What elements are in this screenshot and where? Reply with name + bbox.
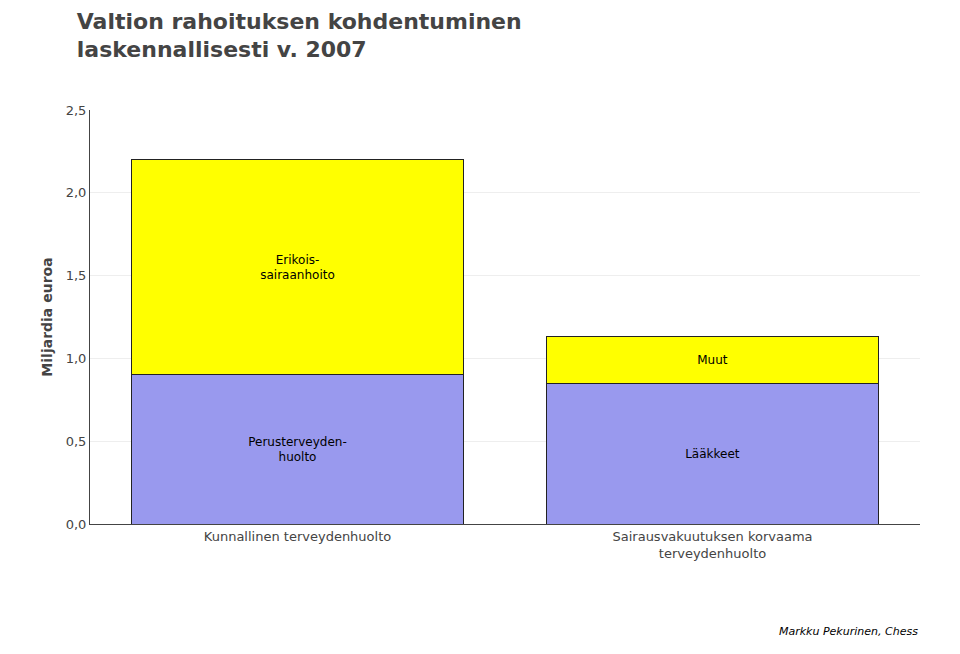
- svg-text:Muut: Muut: [697, 353, 728, 367]
- svg-text:1,5: 1,5: [66, 268, 87, 283]
- svg-text:Lääkkeet: Lääkkeet: [685, 447, 740, 461]
- svg-text:2,5: 2,5: [66, 103, 87, 118]
- svg-text:Miljardia euroa: Miljardia euroa: [39, 257, 55, 376]
- svg-text:0,0: 0,0: [66, 517, 87, 532]
- svg-text:Sairausvakuutuksen korvaamater: Sairausvakuutuksen korvaamaterveydenhuol…: [612, 529, 812, 561]
- svg-text:2,0: 2,0: [66, 185, 87, 200]
- svg-text:Erikois-sairaanhoito: Erikois-sairaanhoito: [260, 253, 335, 283]
- svg-text:0,5: 0,5: [66, 434, 87, 449]
- svg-text:Valtion rahoituksen kohdentumi: Valtion rahoituksen kohdentuminenlaskenn…: [77, 9, 522, 63]
- svg-text:1,0: 1,0: [66, 351, 87, 366]
- svg-text:Markku Pekurinen, Chess: Markku Pekurinen, Chess: [779, 625, 918, 638]
- svg-text:Kunnallinen terveydenhuolto: Kunnallinen terveydenhuolto: [204, 529, 391, 544]
- svg-text:Perusterveyden-huolto: Perusterveyden-huolto: [248, 435, 347, 465]
